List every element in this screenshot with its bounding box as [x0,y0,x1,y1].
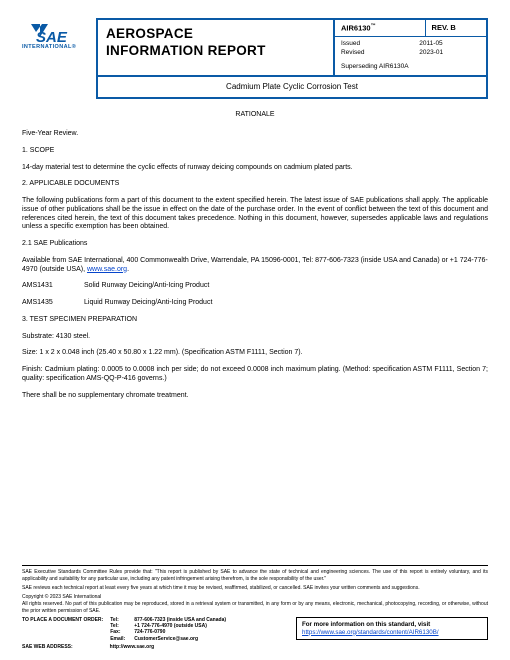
info-box: For more information on this standard, v… [296,617,488,641]
sae-pub-text: Available from SAE International, 400 Co… [22,257,488,275]
sae-link[interactable]: www.sae.org [87,266,127,273]
revision: REV. B [425,20,486,36]
ams-row-2: AMS1435 Liquid Runway Deicing/Anti-Icing… [22,299,488,308]
international-text: INTERNATIONAL® [22,44,76,51]
footer: SAE Executive Standards Committee Rules … [22,565,488,650]
scope-text: 14-day material test to determine the cy… [22,164,488,173]
no-chromate: There shall be no supplementary chromate… [22,392,488,401]
issued-value: 2011-05 [419,40,480,48]
ams1431-code: AMS1431 [22,282,66,291]
ams1431-desc: Solid Runway Deicing/Anti-Icing Product [84,282,209,291]
rationale-heading: RATIONALE [22,111,488,120]
scope-heading: 1. SCOPE [22,147,488,156]
five-year: Five-Year Review. [22,130,488,139]
web-label: SAE WEB ADDRESS: [22,644,73,650]
size: Size: 1 x 2 x 0.048 inch (25.40 x 50.80 … [22,349,488,358]
subtitle: Cadmium Plate Cyclic Corrosion Test [98,77,486,97]
info-box-link[interactable]: https://www.sae.org/standards/content/AI… [302,629,439,636]
sae-logo: SAE INTERNATIONAL® [22,18,88,99]
substrate: Substrate: 4130 steel. [22,333,488,342]
applicable-heading: 2. APPLICABLE DOCUMENTS [22,180,488,189]
revised-label: Revised [341,49,401,57]
title-line1: AEROSPACE [106,26,325,43]
ams1435-code: AMS1435 [22,299,66,308]
web-url: http://www.sae.org [110,644,155,650]
applicable-text: The following publications form a part o… [22,197,488,232]
copyright: Copyright © 2023 SAE International [22,594,488,600]
ams-row-1: AMS1431 Solid Runway Deicing/Anti-Icing … [22,282,488,291]
issued-label: Issued [341,40,401,48]
title-box: AEROSPACE INFORMATION REPORT AIR6130™ RE… [96,18,488,99]
doc-number: AIR6130™ [335,20,425,36]
fine-print-1: SAE Executive Standards Committee Rules … [22,569,488,582]
rights: All rights reserved. No part of this pub… [22,601,488,614]
sae-pub-heading: 2.1 SAE Publications [22,240,488,249]
ams1435-desc: Liquid Runway Deicing/Anti-Icing Product [84,299,212,308]
revised-value: 2023-01 [419,49,480,57]
order-label: TO PLACE A DOCUMENT ORDER: [22,617,103,642]
sae-logo-icon: SAE [22,20,82,46]
specimen-heading: 3. TEST SPECIMEN PREPARATION [22,316,488,325]
superseding: Superseding AIR6130A [335,60,486,75]
issue-dates: Issued 2011-05 Revised 2023-01 [335,37,486,60]
report-title: AEROSPACE INFORMATION REPORT [98,20,333,75]
finish: Finish: Cadmium plating: 0.0005 to 0.000… [22,366,488,384]
info-box-title: For more information on this standard, v… [302,621,482,629]
fine-print-2: SAE reviews each technical report at lea… [22,585,488,591]
title-line2: INFORMATION REPORT [106,43,325,60]
